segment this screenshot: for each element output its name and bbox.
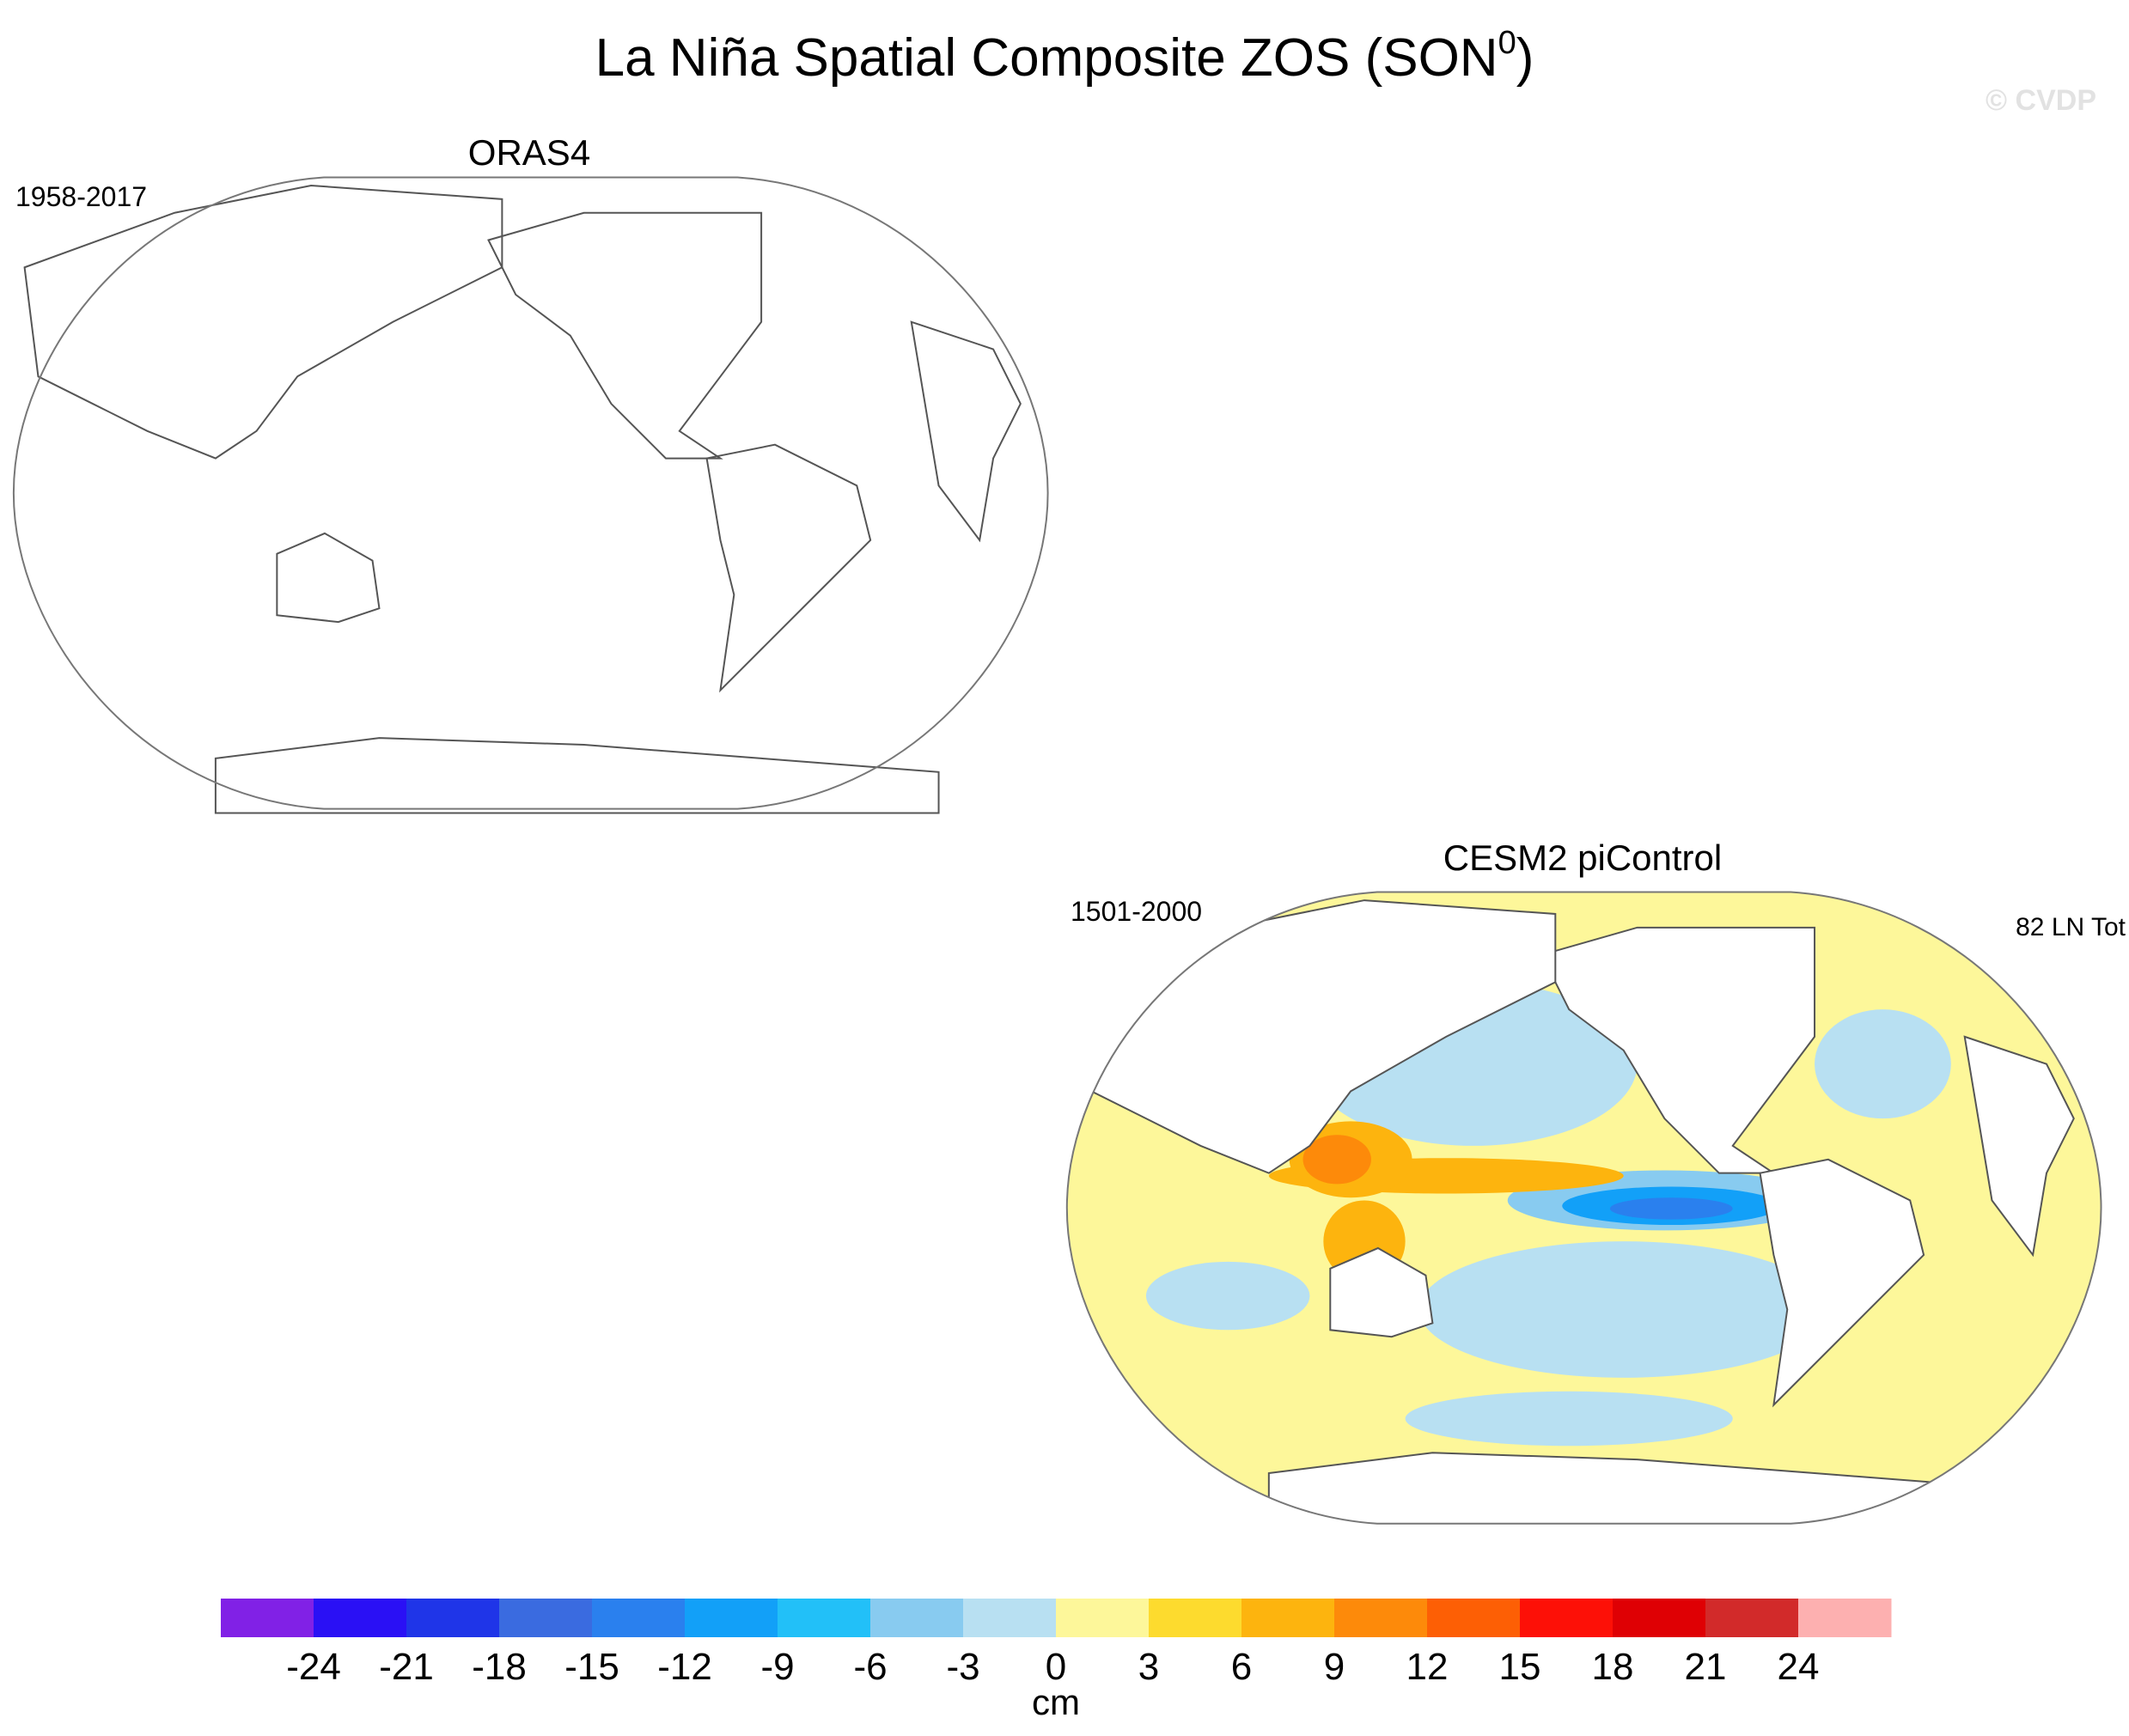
colorbar-label: -9 [760,1646,794,1688]
color-box [499,1599,593,1637]
coastline [910,320,1022,543]
figure-title: La Niña Spatial Composite ZOS (SON0) [595,25,1534,88]
title-main: La Niña Spatial Composite ZOS (SON [595,28,1498,88]
map-panel [1065,891,2102,1525]
color-box [406,1599,500,1637]
color-box [778,1599,871,1637]
color-box [1334,1599,1428,1637]
field-region [1815,1009,1951,1119]
land [1077,899,1557,1174]
colorbar-label: 15 [1499,1646,1541,1688]
colorbar-label: 3 [1138,1646,1159,1688]
map-border [1065,891,2102,1525]
coastline [705,443,872,693]
title-close: ) [1516,28,1534,88]
coastline [23,184,503,460]
panel-period: 1501-2000 [1071,896,1202,927]
color-box [1613,1599,1706,1637]
title-superscript: 0 [1498,25,1516,61]
color-box [1056,1599,1150,1637]
colorbar-label: -24 [286,1646,341,1688]
field-region [1418,1241,1828,1378]
colorbar-units: cm [1032,1682,1080,1722]
colorbar-label: 12 [1406,1646,1449,1688]
land [1267,1452,1993,1524]
land [1540,926,1816,1174]
colorbar-label: -15 [564,1646,619,1688]
coastline [276,532,381,624]
color-box [685,1599,778,1637]
panel-title: ORAS4 [468,132,590,173]
colorbar-label: 9 [1324,1646,1345,1688]
colorbar-label: 18 [1592,1646,1634,1688]
coastline [487,211,763,460]
field-region [1609,1197,1733,1220]
colorbar-label: 6 [1231,1646,1252,1688]
color-box [1427,1599,1521,1637]
colorbar-label: 0 [1046,1646,1066,1688]
colorbar-label: -3 [946,1646,979,1688]
field-region [1302,1135,1371,1185]
color-box [1798,1599,1892,1637]
field-region [1145,1261,1310,1331]
color-box [870,1599,964,1637]
coastline [214,737,940,814]
map-border [12,176,1049,810]
color-box [592,1599,686,1637]
colorbar-label: 21 [1685,1646,1727,1688]
colorbar-label: -6 [853,1646,887,1688]
color-box [963,1599,1057,1637]
color-box [314,1599,407,1637]
color-box [1705,1599,1799,1637]
colorbar-label: -21 [379,1646,434,1688]
color-box [1241,1599,1335,1637]
colorbar-label: 24 [1778,1646,1820,1688]
color-box [1520,1599,1614,1637]
panel-note: 82 LN Tot [2016,913,2126,941]
color-box [221,1599,314,1637]
panel-period: 1958-2017 [15,181,147,212]
colorbar-label: -12 [657,1646,712,1688]
colorbar: -24 -21 -18 -15 -12 -9 -6 -3 0 3 6 9 12 15 18 21 24 [221,1599,1892,1688]
land [1329,1246,1434,1338]
land [1963,1035,2075,1258]
field-region [1405,1391,1733,1447]
land [1759,1158,1925,1408]
watermark: © CVDP [1986,84,2096,117]
map-panel [12,176,1049,814]
colorbar-label: -18 [472,1646,527,1688]
panel-title: CESM2 piControl [1443,838,1722,878]
shading [1066,892,2102,1524]
color-box [1149,1599,1242,1637]
